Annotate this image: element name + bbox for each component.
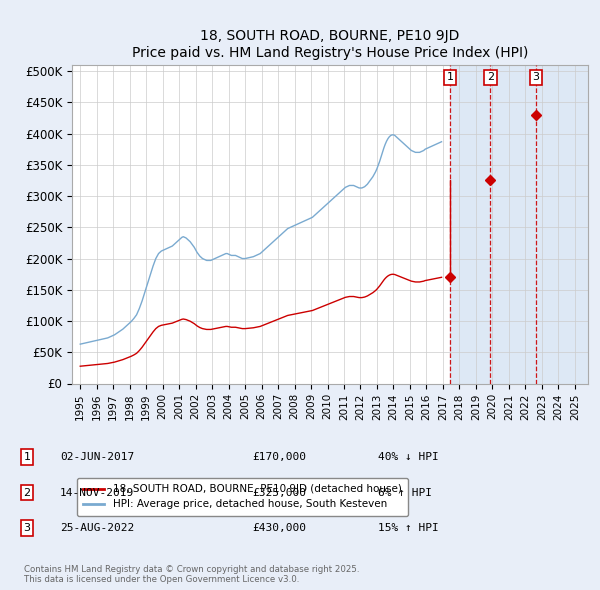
Text: 3: 3 [533,73,539,83]
Text: 14-NOV-2019: 14-NOV-2019 [60,488,134,497]
Text: 2: 2 [23,488,31,497]
Text: 1: 1 [23,453,31,462]
Text: 15% ↑ HPI: 15% ↑ HPI [378,523,439,533]
Legend: 18, SOUTH ROAD, BOURNE, PE10 9JD (detached house), HPI: Average price, detached : 18, SOUTH ROAD, BOURNE, PE10 9JD (detach… [77,478,408,516]
Text: 40% ↓ HPI: 40% ↓ HPI [378,453,439,462]
Text: £430,000: £430,000 [252,523,306,533]
Text: Contains HM Land Registry data © Crown copyright and database right 2025.
This d: Contains HM Land Registry data © Crown c… [24,565,359,584]
Title: 18, SOUTH ROAD, BOURNE, PE10 9JD
Price paid vs. HM Land Registry's House Price I: 18, SOUTH ROAD, BOURNE, PE10 9JD Price p… [132,30,528,60]
Text: £170,000: £170,000 [252,453,306,462]
Text: 02-JUN-2017: 02-JUN-2017 [60,453,134,462]
Text: 1: 1 [446,73,454,83]
Text: 3: 3 [23,523,31,533]
Text: 2: 2 [487,73,494,83]
Text: £325,000: £325,000 [252,488,306,497]
Text: 25-AUG-2022: 25-AUG-2022 [60,523,134,533]
Text: 6% ↑ HPI: 6% ↑ HPI [378,488,432,497]
Bar [450,65,588,384]
